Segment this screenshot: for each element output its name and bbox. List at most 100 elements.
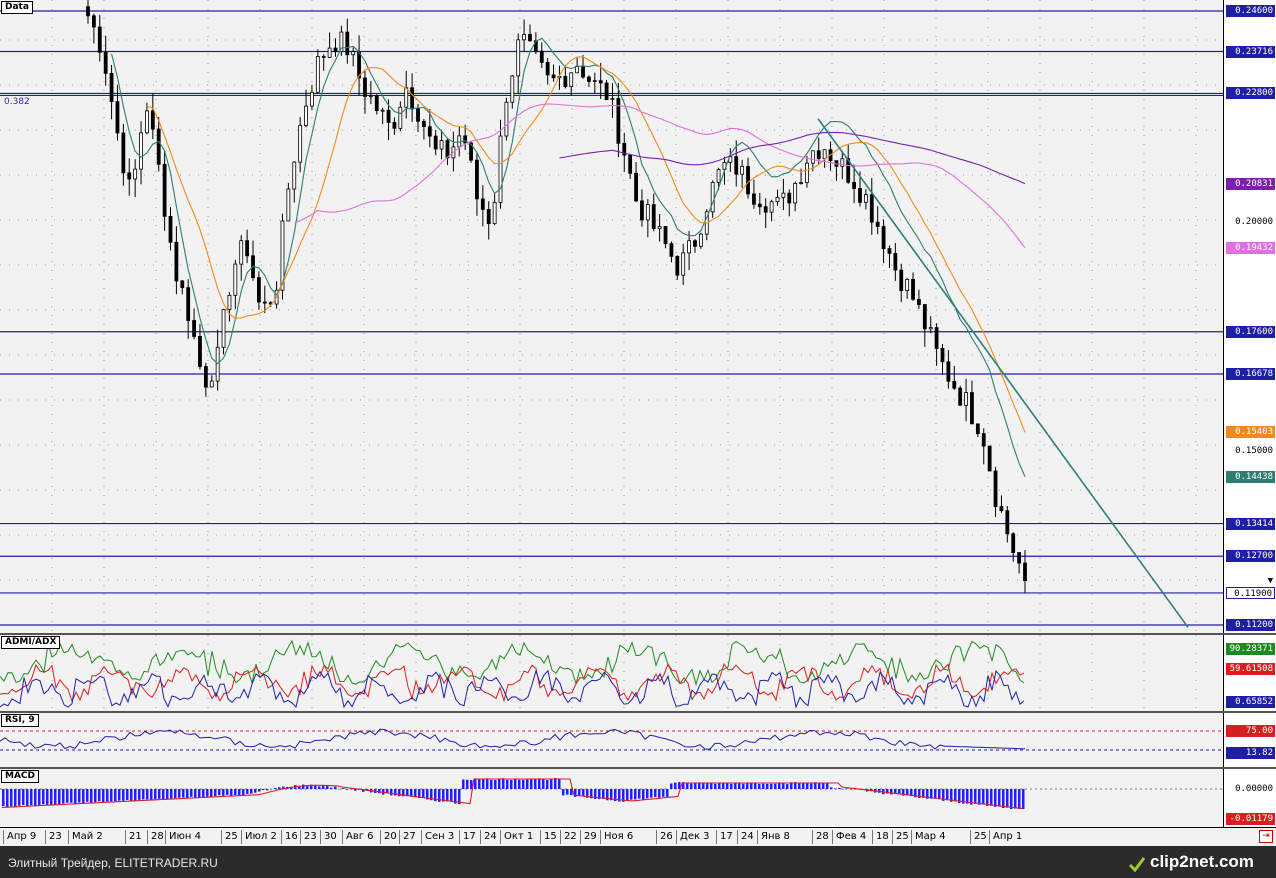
macd-bar <box>598 789 601 800</box>
scroll-right-button[interactable]: ⇥ <box>1259 830 1273 843</box>
ma-fast-line <box>111 37 1026 477</box>
macd-bar <box>926 789 929 799</box>
candle-body <box>133 168 138 180</box>
price-pane[interactable]: Data 0.382 <box>0 0 1223 633</box>
macd-bar <box>494 779 497 789</box>
time-axis-tick: Июн 4 <box>165 830 201 844</box>
macd-bar <box>62 789 65 804</box>
candle-body <box>805 162 809 183</box>
macd-bar <box>790 782 793 789</box>
macd-chart <box>0 778 1223 810</box>
candle-body <box>539 50 544 63</box>
macd-bar <box>914 789 917 798</box>
macd-bar <box>978 789 981 805</box>
ma-mid-line <box>146 56 1026 433</box>
macd-bar <box>282 786 285 789</box>
macd-bar <box>582 789 585 797</box>
macd-bar <box>586 789 589 798</box>
candle-body <box>168 216 173 243</box>
price-label: 0.12700 <box>1226 550 1275 563</box>
admi-value-label: 0.65852 <box>1226 696 1275 708</box>
macd-bar <box>342 788 345 789</box>
candle-body <box>981 433 986 447</box>
candle-body <box>186 287 191 321</box>
candle-body <box>757 203 762 208</box>
candle-body <box>964 392 968 406</box>
candle-body <box>91 15 96 28</box>
macd-bar <box>478 778 481 789</box>
candle-body <box>563 75 568 88</box>
candle-body <box>810 150 815 164</box>
macd-bar <box>834 788 837 789</box>
macd-value-label: -0.01179 <box>1226 813 1275 825</box>
candle-body <box>616 98 621 144</box>
macd-bar <box>546 779 549 789</box>
candle-body <box>970 392 974 425</box>
price-label: ▼ 0.12168 <box>1235 575 1273 598</box>
time-axis-tick: 20 <box>380 830 397 844</box>
candle-body <box>551 74 556 79</box>
macd-bar <box>742 783 745 789</box>
candle-body <box>840 158 845 167</box>
macd-bar <box>446 789 449 802</box>
time-axis-tick: 26 <box>656 830 673 844</box>
candle-body <box>905 279 910 292</box>
macd-bar <box>38 789 41 806</box>
macd-bar <box>306 786 309 789</box>
macd-bar <box>746 782 749 789</box>
macd-bar <box>266 789 269 791</box>
candle-body <box>351 51 356 56</box>
macd-bar <box>66 789 69 803</box>
macd-bar <box>538 778 541 789</box>
macd-bar <box>554 778 557 789</box>
macd-bar <box>26 789 29 807</box>
macd-pane[interactable]: MACD <box>0 769 1223 827</box>
pane-separator[interactable] <box>0 767 1276 769</box>
macd-bar <box>490 779 493 789</box>
candle-body <box>899 269 904 292</box>
macd-bar <box>810 783 813 789</box>
candle-body <box>327 47 332 58</box>
macd-bar <box>890 789 893 795</box>
candle-body <box>174 241 179 282</box>
time-axis-tick: Дек 3 <box>676 830 710 844</box>
macd-bar <box>314 785 317 789</box>
candle-body <box>398 106 403 129</box>
macd-bar <box>18 789 21 806</box>
rsi-value-label: 13.82 <box>1226 747 1275 759</box>
macd-bar <box>114 789 117 802</box>
price-axis: 0.24600 0.23716 0.22800 0.20831 0.20000 0.194… <box>1223 0 1276 633</box>
time-axis-tick: 25 <box>221 830 238 844</box>
candle-body <box>852 181 857 189</box>
candle-body <box>516 39 521 77</box>
macd-bar <box>854 789 857 790</box>
macd-bar <box>270 789 273 790</box>
candle-body <box>869 194 874 223</box>
pane-separator[interactable] <box>0 633 1276 635</box>
macd-bar <box>774 783 777 789</box>
macd-bar <box>418 789 421 799</box>
macd-bar <box>770 783 773 789</box>
price-label: 0.20000 <box>1235 216 1273 227</box>
candle-body <box>392 122 397 129</box>
macd-bar <box>894 789 897 794</box>
candle-body <box>422 120 426 128</box>
time-axis-tick: 25 <box>892 830 909 844</box>
time-axis-tick: 25 <box>970 830 987 844</box>
candle-body <box>475 159 479 200</box>
macd-bar <box>226 789 229 795</box>
pane-separator[interactable] <box>0 711 1276 713</box>
price-label: 0.16678 <box>1226 367 1275 380</box>
price-label: 0.15000 <box>1235 445 1273 456</box>
candle-body <box>315 56 320 93</box>
macd-bar <box>182 789 185 798</box>
macd-bar <box>402 789 405 797</box>
macd-bar <box>1014 789 1017 809</box>
rsi-pane[interactable]: RSI, 9 <box>0 713 1223 767</box>
macd-bar <box>966 789 969 804</box>
time-axis-tick: 23 <box>300 830 317 844</box>
macd-bar <box>326 785 329 789</box>
candle-body <box>816 150 821 160</box>
admi-pane[interactable]: ADMI/ADX <box>0 635 1223 711</box>
candle-body <box>787 192 792 204</box>
